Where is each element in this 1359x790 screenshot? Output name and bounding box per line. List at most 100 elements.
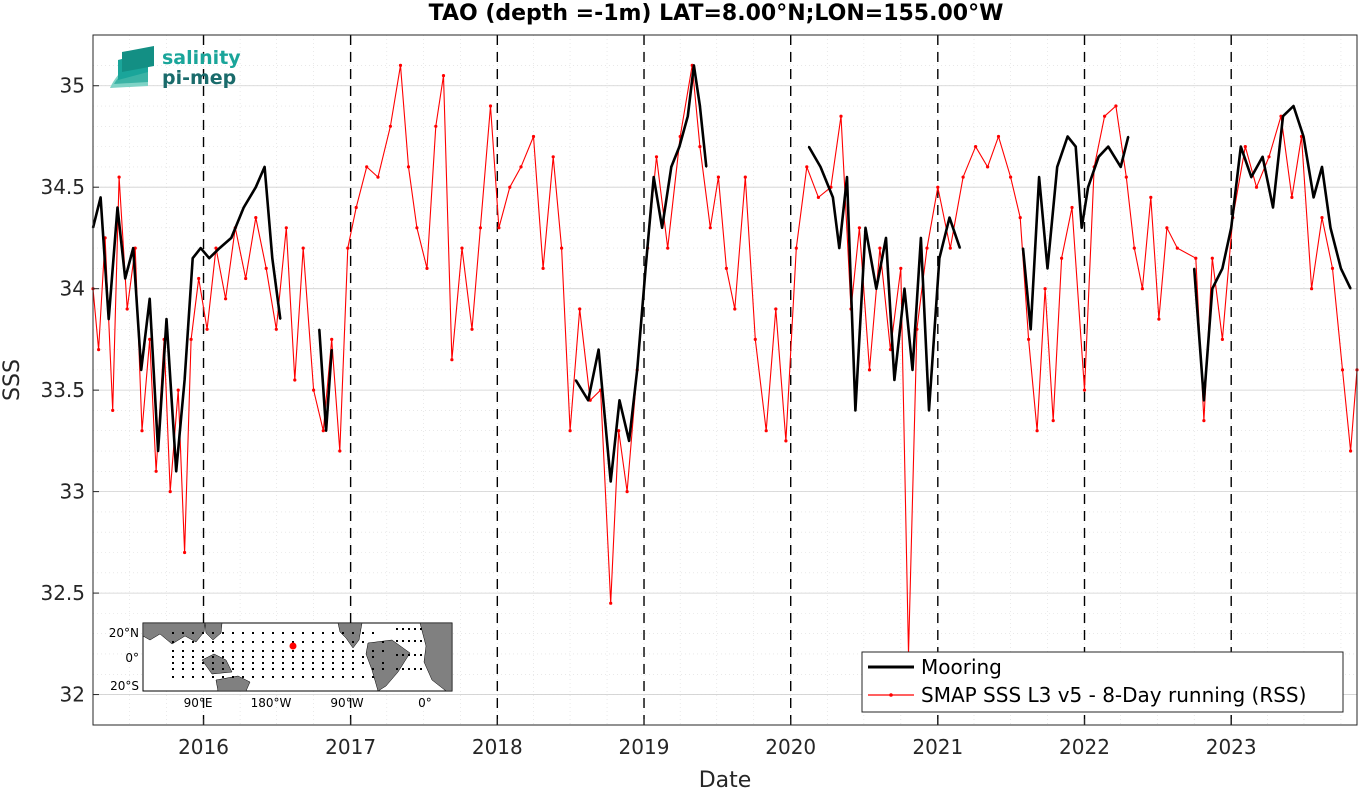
inset-station-dot — [202, 656, 204, 658]
data-point-smap — [434, 124, 438, 128]
inset-station-dot — [302, 632, 304, 634]
legend-marker-smap — [889, 693, 893, 697]
inset-station-dot — [242, 668, 244, 670]
data-point-mooring — [1080, 227, 1083, 229]
data-point-smap — [1340, 368, 1345, 372]
data-point-mooring — [325, 429, 327, 432]
data-point-mooring — [928, 409, 930, 412]
data-point-smap — [1165, 226, 1169, 230]
inset-station-dot — [272, 676, 274, 678]
inset-station-dot — [182, 650, 184, 652]
inset-station-dot — [272, 632, 274, 634]
inset-station-dot — [192, 662, 194, 664]
inset-station-dot — [252, 641, 254, 643]
inset-station-dot — [202, 650, 204, 652]
inset-station-dot — [252, 668, 254, 670]
data-point-mooring — [1046, 267, 1049, 270]
inset-station-dot — [262, 632, 264, 634]
data-point-smap — [125, 307, 129, 311]
data-point-smap — [1220, 337, 1224, 341]
data-point-smap — [617, 429, 621, 433]
inset-station-dot — [352, 650, 354, 652]
data-point-smap — [784, 439, 788, 443]
inset-station-dot — [212, 668, 214, 670]
inset-station-dot — [182, 632, 184, 634]
inset-lon-label: 0° — [418, 696, 432, 710]
data-point-mooring — [124, 277, 126, 280]
inset-station-dot — [322, 641, 324, 643]
data-point-mooring — [846, 176, 848, 178]
data-point-smap — [1290, 195, 1294, 199]
inset-station-dot — [292, 650, 294, 652]
inset-station-dot — [202, 662, 204, 664]
data-point-mooring — [1203, 399, 1205, 402]
inset-station-dot — [414, 640, 416, 642]
data-point-smap — [1349, 449, 1353, 453]
inset-station-dot — [402, 668, 404, 670]
legend: Mooring SMAP SSS L3 v5 - 8-Day running (… — [861, 651, 1344, 713]
inset-station-dot — [182, 641, 184, 643]
data-point-mooring — [318, 328, 321, 331]
data-point-mooring — [1230, 227, 1232, 229]
data-point-smap — [197, 276, 201, 281]
inset-station-dot — [202, 668, 204, 670]
inset-station-dot — [272, 650, 274, 652]
x-tick-label: 2020 — [765, 735, 816, 759]
inset-station-dot — [362, 641, 364, 643]
data-point-smap — [508, 185, 512, 189]
inset-lon-label: 90°E — [184, 696, 213, 710]
inset-station-dot — [222, 676, 224, 678]
data-point-smap — [625, 490, 629, 494]
inset-station-dot — [396, 640, 398, 642]
data-point-smap — [1114, 104, 1118, 108]
data-point-smap — [398, 63, 403, 67]
inset-station-dot — [312, 668, 314, 670]
inset-station-dot — [420, 654, 422, 656]
data-point-mooring — [263, 166, 266, 168]
data-point-mooring — [199, 247, 202, 249]
inset-station-dot — [396, 668, 398, 670]
x-tick-label: 2016 — [178, 735, 229, 759]
data-point-smap — [254, 216, 258, 220]
data-point-mooring — [661, 227, 663, 229]
inset-station-dot — [232, 650, 234, 652]
inset-station-dot — [372, 668, 374, 670]
inset-station-dot — [372, 632, 374, 634]
data-point-smap — [1310, 287, 1314, 291]
data-point-mooring — [1340, 267, 1342, 270]
data-point-smap — [1330, 266, 1335, 270]
inset-station-dot — [212, 650, 214, 652]
data-point-smap — [415, 226, 419, 230]
data-point-mooring — [1107, 145, 1109, 148]
inset-station-dot — [242, 641, 244, 643]
data-point-mooring — [242, 206, 245, 209]
x-tick-label: 2021 — [912, 735, 963, 759]
data-point-mooring — [1302, 135, 1305, 138]
data-point-smap — [425, 266, 429, 270]
data-point-smap — [708, 226, 712, 230]
x-axis-ticks: 2016 2017 2018 2019 2020 2021 2022 2023 — [178, 719, 1257, 759]
x-tick-label: 2023 — [1206, 735, 1257, 759]
inset-station-dot — [362, 656, 364, 658]
inset-station-dot — [182, 662, 184, 664]
data-point-smap — [764, 429, 768, 433]
inset-station-dot — [232, 676, 234, 678]
inset-station-dot — [192, 668, 194, 670]
inset-station-dot — [352, 641, 354, 643]
data-point-mooring — [1097, 156, 1100, 158]
data-point-smap — [189, 337, 193, 341]
data-point-smap — [140, 429, 144, 433]
data-point-smap — [293, 378, 297, 382]
data-point-smap — [794, 246, 798, 250]
y-tick-label: 34.5 — [40, 175, 85, 199]
data-point-smap — [450, 358, 454, 362]
y-tick-label: 35 — [60, 74, 85, 98]
inset-station-dot — [420, 668, 422, 670]
data-point-mooring — [175, 470, 177, 473]
inset-station-dot — [172, 662, 174, 664]
inset-station-dot — [408, 628, 410, 630]
inset-station-dot — [172, 650, 174, 652]
data-point-smap — [205, 327, 209, 331]
data-point-mooring — [1074, 145, 1077, 148]
inset-station-dot — [232, 662, 234, 664]
